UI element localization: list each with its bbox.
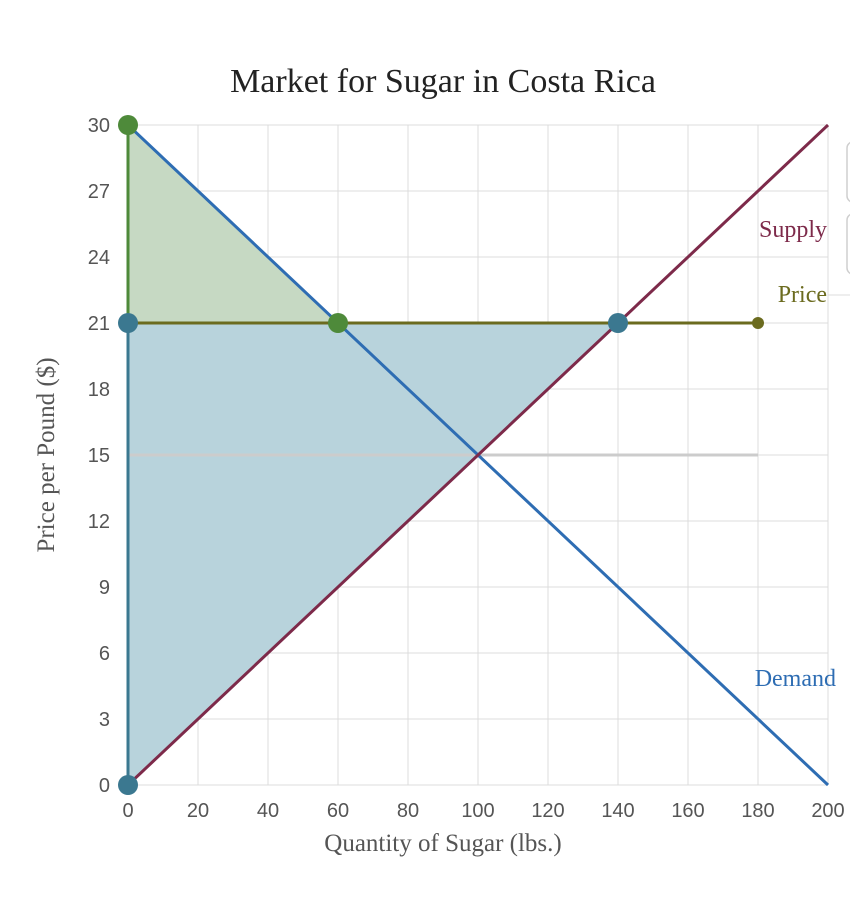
supply-label: Supply: [759, 217, 827, 243]
series-labels: Demand Supply Price: [755, 217, 836, 692]
markers: [118, 115, 764, 795]
x-tick-label: 200: [811, 800, 844, 822]
x-tick-label: 40: [257, 800, 279, 822]
y-tick-label: 30: [88, 115, 110, 137]
side-control-top[interactable]: [846, 141, 850, 203]
x-tick-label: 100: [461, 800, 494, 822]
price-line-end-dot: [752, 317, 764, 329]
chart-title: Market for Sugar in Costa Rica: [230, 63, 656, 100]
x-tick-label: 160: [671, 800, 704, 822]
point-marker[interactable]: [118, 115, 138, 135]
x-tick-label: 120: [531, 800, 564, 822]
y-tick-label: 0: [99, 775, 110, 797]
point-marker[interactable]: [608, 313, 628, 333]
side-control-bottom[interactable]: [846, 213, 850, 275]
x-tick-label: 60: [327, 800, 349, 822]
x-axis-title: Quantity of Sugar (lbs.): [324, 830, 561, 857]
point-marker[interactable]: [118, 313, 138, 333]
x-tick-label: 80: [397, 800, 419, 822]
y-tick-label: 15: [88, 445, 110, 467]
y-tick-label: 21: [88, 313, 110, 335]
series-lines: [126, 123, 830, 787]
price-label: Price: [778, 282, 827, 308]
y-tick-label: 18: [88, 379, 110, 401]
point-marker[interactable]: [328, 313, 348, 333]
y-tick-label: 6: [99, 643, 110, 665]
y-tick-label: 27: [88, 181, 110, 203]
demand-label: Demand: [755, 666, 836, 692]
x-tick-label: 0: [122, 800, 133, 822]
x-tick-label: 140: [601, 800, 634, 822]
right-edge-controls: [846, 141, 850, 275]
point-marker[interactable]: [118, 775, 138, 795]
supply-line: [126, 123, 830, 787]
x-tick-label: 180: [741, 800, 774, 822]
y-tick-label: 12: [88, 511, 110, 533]
x-tick-label: 20: [187, 800, 209, 822]
y-tick-label: 9: [99, 577, 110, 599]
y-tick-label: 24: [88, 247, 110, 269]
y-tick-label: 3: [99, 709, 110, 731]
y-axis-title: Price per Pound ($): [33, 357, 60, 552]
tick-labels: 0 20 40 60 80 100 120 140 160 180 200 0 3 6 9 12 15 18 21 2…: [88, 115, 845, 822]
